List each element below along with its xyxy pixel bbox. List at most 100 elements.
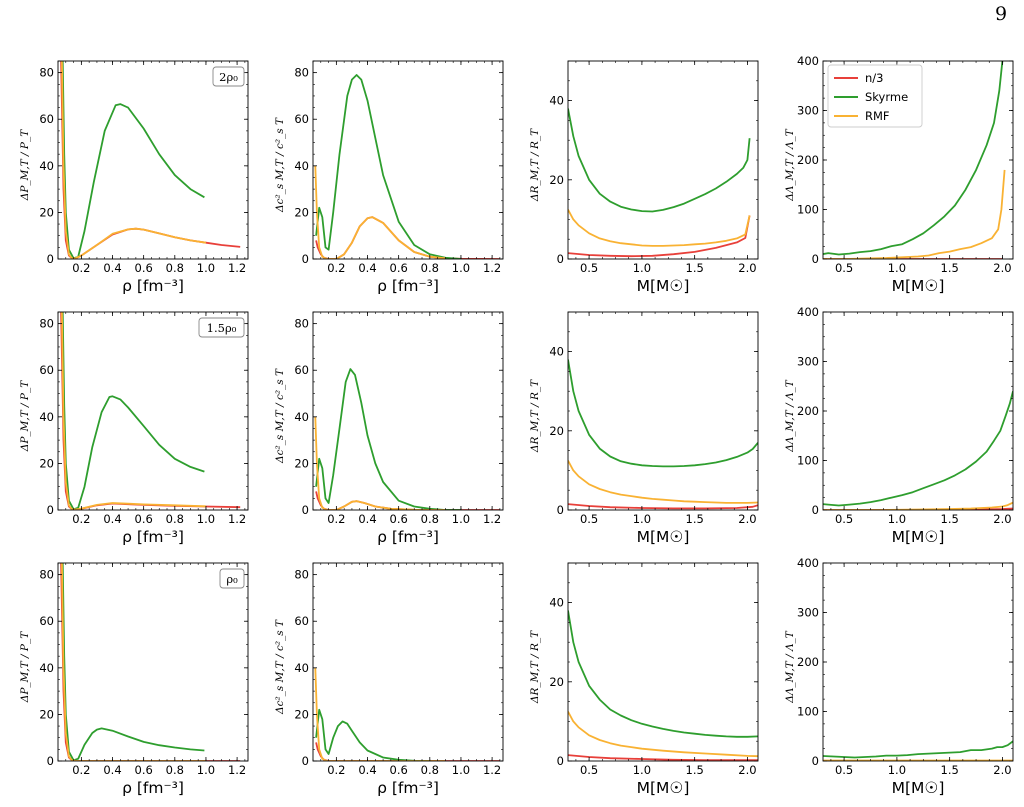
x-axis-label: M[M☉] bbox=[637, 277, 690, 295]
x-tick-label: 0.2 bbox=[327, 763, 345, 777]
legend-label: Skyrme bbox=[865, 90, 908, 104]
series-line-skyrme bbox=[823, 61, 1004, 256]
y-tick-label: 60 bbox=[39, 614, 54, 628]
y-axis-label: ΔP_M,T / P_T bbox=[19, 631, 31, 704]
y-tick-label: 100 bbox=[797, 203, 819, 217]
series-line-skyrme bbox=[315, 708, 430, 761]
y-tick-label: 40 bbox=[39, 661, 54, 675]
x-tick-label: 1.0 bbox=[452, 763, 470, 777]
series-line-rmf bbox=[314, 165, 446, 259]
subplot-0-1: 0.2 0.4 0.6 0.8 1.0 1.2 0 20 40 60 80 ρ [fm⁻³] Δc²_s… bbox=[274, 60, 504, 295]
x-tick-label: 1.0 bbox=[888, 512, 906, 526]
series-line-skyrme bbox=[823, 390, 1013, 507]
y-axis-label: Δc²_s M,T / c²_s T bbox=[274, 368, 286, 464]
subplot-1-2: 0.5 1.0 1.5 2.0 0 20 40 M[M☉] ΔR_M,T / R_T bbox=[529, 311, 759, 546]
y-tick-label: 40 bbox=[549, 345, 564, 359]
axes-frame bbox=[567, 311, 759, 511]
x-tick-label: 0.5 bbox=[835, 512, 853, 526]
x-tick-label: 0.2 bbox=[327, 261, 345, 275]
y-tick-label: 20 bbox=[39, 707, 54, 721]
x-tick-label: 0.4 bbox=[103, 512, 121, 526]
y-tick-label: 40 bbox=[549, 596, 564, 610]
series-line-rmf bbox=[314, 667, 446, 761]
axes-frame bbox=[567, 60, 759, 260]
subplot-1-1: 0.2 0.4 0.6 0.8 1.0 1.2 0 20 40 60 80 ρ [fm⁻³] Δc²_s… bbox=[274, 311, 504, 546]
subplot-0-3: 0.5 1.0 1.5 2.0 0 100 200 300 400 M[M☉] ΔΛ_M,T / Λ… bbox=[784, 54, 1014, 295]
x-tick-label: 0.6 bbox=[390, 763, 408, 777]
subplot-0-2: 0.5 1.0 1.5 2.0 0 20 40 M[M☉] ΔR_M,T / R_T bbox=[529, 60, 759, 295]
y-axis-label: Δc²_s M,T / c²_s T bbox=[274, 117, 286, 213]
x-axis-label: ρ [fm⁻³] bbox=[122, 779, 184, 797]
y-axis-label: Δc²_s M,T / c²_s T bbox=[274, 619, 286, 715]
y-tick-label: 300 bbox=[797, 355, 819, 369]
x-tick-label: 1.0 bbox=[888, 763, 906, 777]
y-tick-label: 40 bbox=[294, 410, 309, 424]
x-tick-label: 0.6 bbox=[390, 512, 408, 526]
x-tick-label: 0.8 bbox=[421, 763, 439, 777]
y-tick-label: 60 bbox=[39, 363, 54, 377]
y-tick-label: 40 bbox=[294, 661, 309, 675]
y-tick-label: 0 bbox=[302, 252, 309, 266]
x-tick-label: 0.8 bbox=[166, 512, 184, 526]
axes-frame bbox=[822, 311, 1014, 511]
x-tick-label: 0.2 bbox=[72, 763, 90, 777]
y-tick-label: 400 bbox=[797, 54, 819, 68]
series-line-skyrme bbox=[61, 563, 205, 761]
x-tick-label: 0.6 bbox=[135, 261, 153, 275]
series-line-n-3 bbox=[60, 61, 241, 259]
subplot-0-0: 0.2 0.4 0.6 0.8 1.0 1.2 0 20 40 60 80 ρ [fm⁻³] ΔP_M,… bbox=[19, 60, 249, 295]
x-tick-label: 1.5 bbox=[686, 261, 704, 275]
y-tick-label: 20 bbox=[39, 456, 54, 470]
series-line-rmf bbox=[61, 61, 207, 259]
y-tick-label: 200 bbox=[797, 404, 819, 418]
x-axis-label: ρ [fm⁻³] bbox=[122, 277, 184, 295]
series-line-skyrme bbox=[315, 74, 462, 259]
x-tick-label: 0.4 bbox=[358, 261, 376, 275]
y-tick-label: 40 bbox=[549, 94, 564, 108]
y-tick-label: 40 bbox=[39, 159, 54, 173]
axes-frame bbox=[567, 562, 759, 762]
x-tick-label: 0.5 bbox=[580, 763, 598, 777]
x-tick-label: 0.2 bbox=[72, 512, 90, 526]
x-tick-label: 0.5 bbox=[835, 763, 853, 777]
y-tick-label: 0 bbox=[302, 754, 309, 768]
y-tick-label: 80 bbox=[294, 317, 309, 331]
legend-label: RMF bbox=[865, 109, 890, 123]
x-tick-label: 1.0 bbox=[633, 261, 651, 275]
series-line-skyrme bbox=[315, 368, 461, 510]
y-axis-label: ΔR_M,T / R_T bbox=[529, 379, 541, 453]
x-tick-label: 2.0 bbox=[993, 261, 1011, 275]
y-tick-label: 0 bbox=[47, 754, 54, 768]
series-line-rmf bbox=[61, 312, 207, 510]
series-line-n-3 bbox=[568, 503, 758, 510]
series-line-skyrme bbox=[823, 740, 1013, 759]
y-tick-label: 80 bbox=[39, 568, 54, 582]
series-line-skyrme bbox=[568, 108, 751, 213]
y-tick-label: 0 bbox=[812, 252, 819, 266]
subplot-2-0: 0.2 0.4 0.6 0.8 1.0 1.2 0 20 40 60 80 ρ [fm⁻³] ΔP_M,… bbox=[19, 562, 249, 797]
y-tick-label: 40 bbox=[39, 410, 54, 424]
series-line-skyrme bbox=[61, 61, 205, 259]
legend-box bbox=[827, 64, 923, 128]
y-axis-label: ΔP_M,T / P_T bbox=[19, 129, 31, 202]
x-tick-label: 0.4 bbox=[103, 261, 121, 275]
x-axis-label: M[M☉] bbox=[892, 277, 945, 295]
y-tick-label: 100 bbox=[797, 705, 819, 719]
axes-frame bbox=[57, 60, 249, 260]
axes-frame bbox=[57, 311, 249, 511]
x-tick-label: 1.0 bbox=[197, 763, 215, 777]
x-tick-label: 0.6 bbox=[390, 261, 408, 275]
x-tick-label: 1.2 bbox=[483, 261, 501, 275]
series-line-rmf bbox=[568, 460, 758, 504]
x-axis-label: M[M☉] bbox=[892, 528, 945, 546]
x-tick-label: 2.0 bbox=[738, 261, 756, 275]
y-tick-label: 20 bbox=[294, 707, 309, 721]
y-tick-label: 0 bbox=[812, 503, 819, 517]
x-tick-label: 0.5 bbox=[835, 261, 853, 275]
y-tick-label: 200 bbox=[797, 655, 819, 669]
y-tick-label: 0 bbox=[557, 754, 564, 768]
series-line-n-3 bbox=[568, 215, 751, 258]
x-tick-label: 0.5 bbox=[580, 261, 598, 275]
y-tick-label: 20 bbox=[549, 675, 564, 689]
